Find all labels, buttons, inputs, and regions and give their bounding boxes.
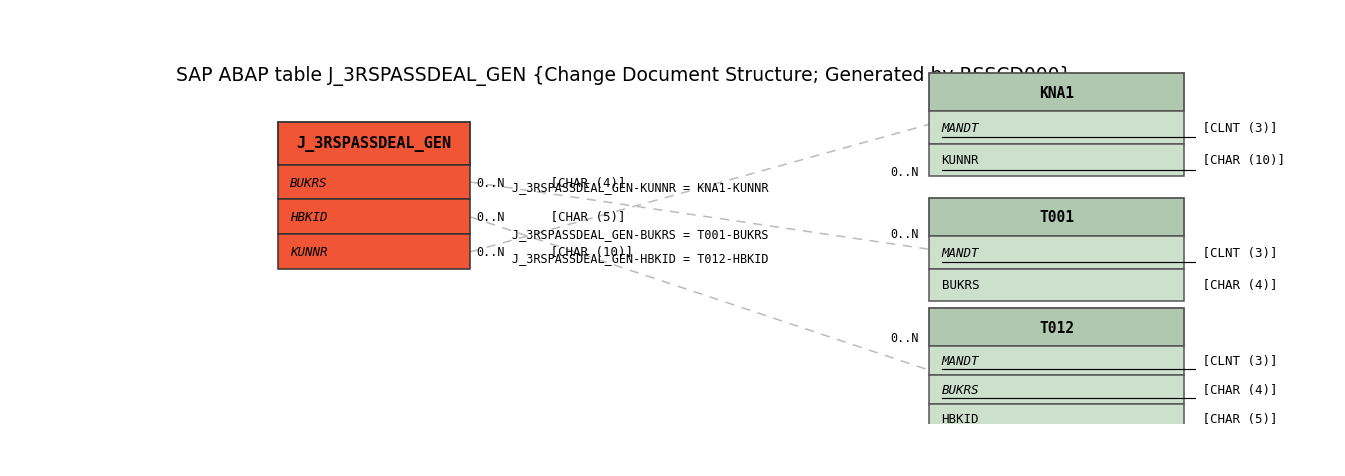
Text: 0..N: 0..N [476,246,506,259]
Text: KNA1: KNA1 [1040,85,1075,100]
Text: [CHAR (4)]: [CHAR (4)] [1194,278,1278,292]
Text: HBKID: HBKID [941,412,979,425]
Text: T001: T001 [1040,210,1075,225]
Bar [929,269,1185,301]
Text: MANDT: MANDT [941,247,979,259]
Bar [277,235,471,270]
Text: [CHAR (4)]: [CHAR (4)] [543,176,625,189]
Text: [CLNT (3)]: [CLNT (3)] [1194,355,1278,367]
Bar [929,237,1185,269]
Bar [929,404,1185,432]
Text: BUKRS: BUKRS [291,176,328,189]
Text: [CHAR (4)]: [CHAR (4)] [1194,383,1278,396]
Text: KUNNR: KUNNR [291,246,328,259]
Text: T012: T012 [1040,320,1075,335]
Bar [929,74,1185,112]
Text: HBKID: HBKID [291,211,328,224]
Text: [CHAR (5)]: [CHAR (5)] [543,211,625,224]
Bar [929,375,1185,404]
Bar [277,123,471,165]
Text: MANDT: MANDT [941,355,979,367]
Text: [CLNT (3)]: [CLNT (3)] [1194,122,1278,135]
Bar [929,112,1185,144]
Bar [277,165,471,200]
Text: KUNNR: KUNNR [941,154,979,167]
Text: J_3RSPASSDEAL_GEN-KUNNR = KNA1-KUNNR: J_3RSPASSDEAL_GEN-KUNNR = KNA1-KUNNR [512,181,768,194]
Text: 0..N: 0..N [890,166,919,179]
Text: 0..N: 0..N [890,228,919,240]
Text: 0..N: 0..N [890,331,919,344]
Text: MANDT: MANDT [941,122,979,135]
Bar [929,308,1185,347]
Text: J_3RSPASSDEAL_GEN-BUKRS = T001-BUKRS: J_3RSPASSDEAL_GEN-BUKRS = T001-BUKRS [512,228,768,240]
Bar [929,347,1185,375]
Text: BUKRS: BUKRS [941,383,979,396]
Text: [CHAR (10)]: [CHAR (10)] [1194,154,1284,167]
Text: [CHAR (5)]: [CHAR (5)] [1194,412,1278,425]
Text: 0..N: 0..N [476,211,506,224]
Text: BUKRS: BUKRS [941,278,979,292]
Text: [CHAR (10)]: [CHAR (10)] [543,246,633,259]
Bar [277,200,471,235]
Text: SAP ABAP table J_3RSPASSDEAL_GEN {Change Document Structure; Generated by RSSCD0: SAP ABAP table J_3RSPASSDEAL_GEN {Change… [176,66,1072,86]
Text: J_3RSPASSDEAL_GEN-HBKID = T012-HBKID: J_3RSPASSDEAL_GEN-HBKID = T012-HBKID [512,251,768,264]
Bar [929,144,1185,177]
Text: 0..N: 0..N [476,176,506,189]
Text: [CLNT (3)]: [CLNT (3)] [1194,247,1278,259]
Text: J_3RSPASSDEAL_GEN: J_3RSPASSDEAL_GEN [296,136,452,152]
Bar [929,198,1185,237]
